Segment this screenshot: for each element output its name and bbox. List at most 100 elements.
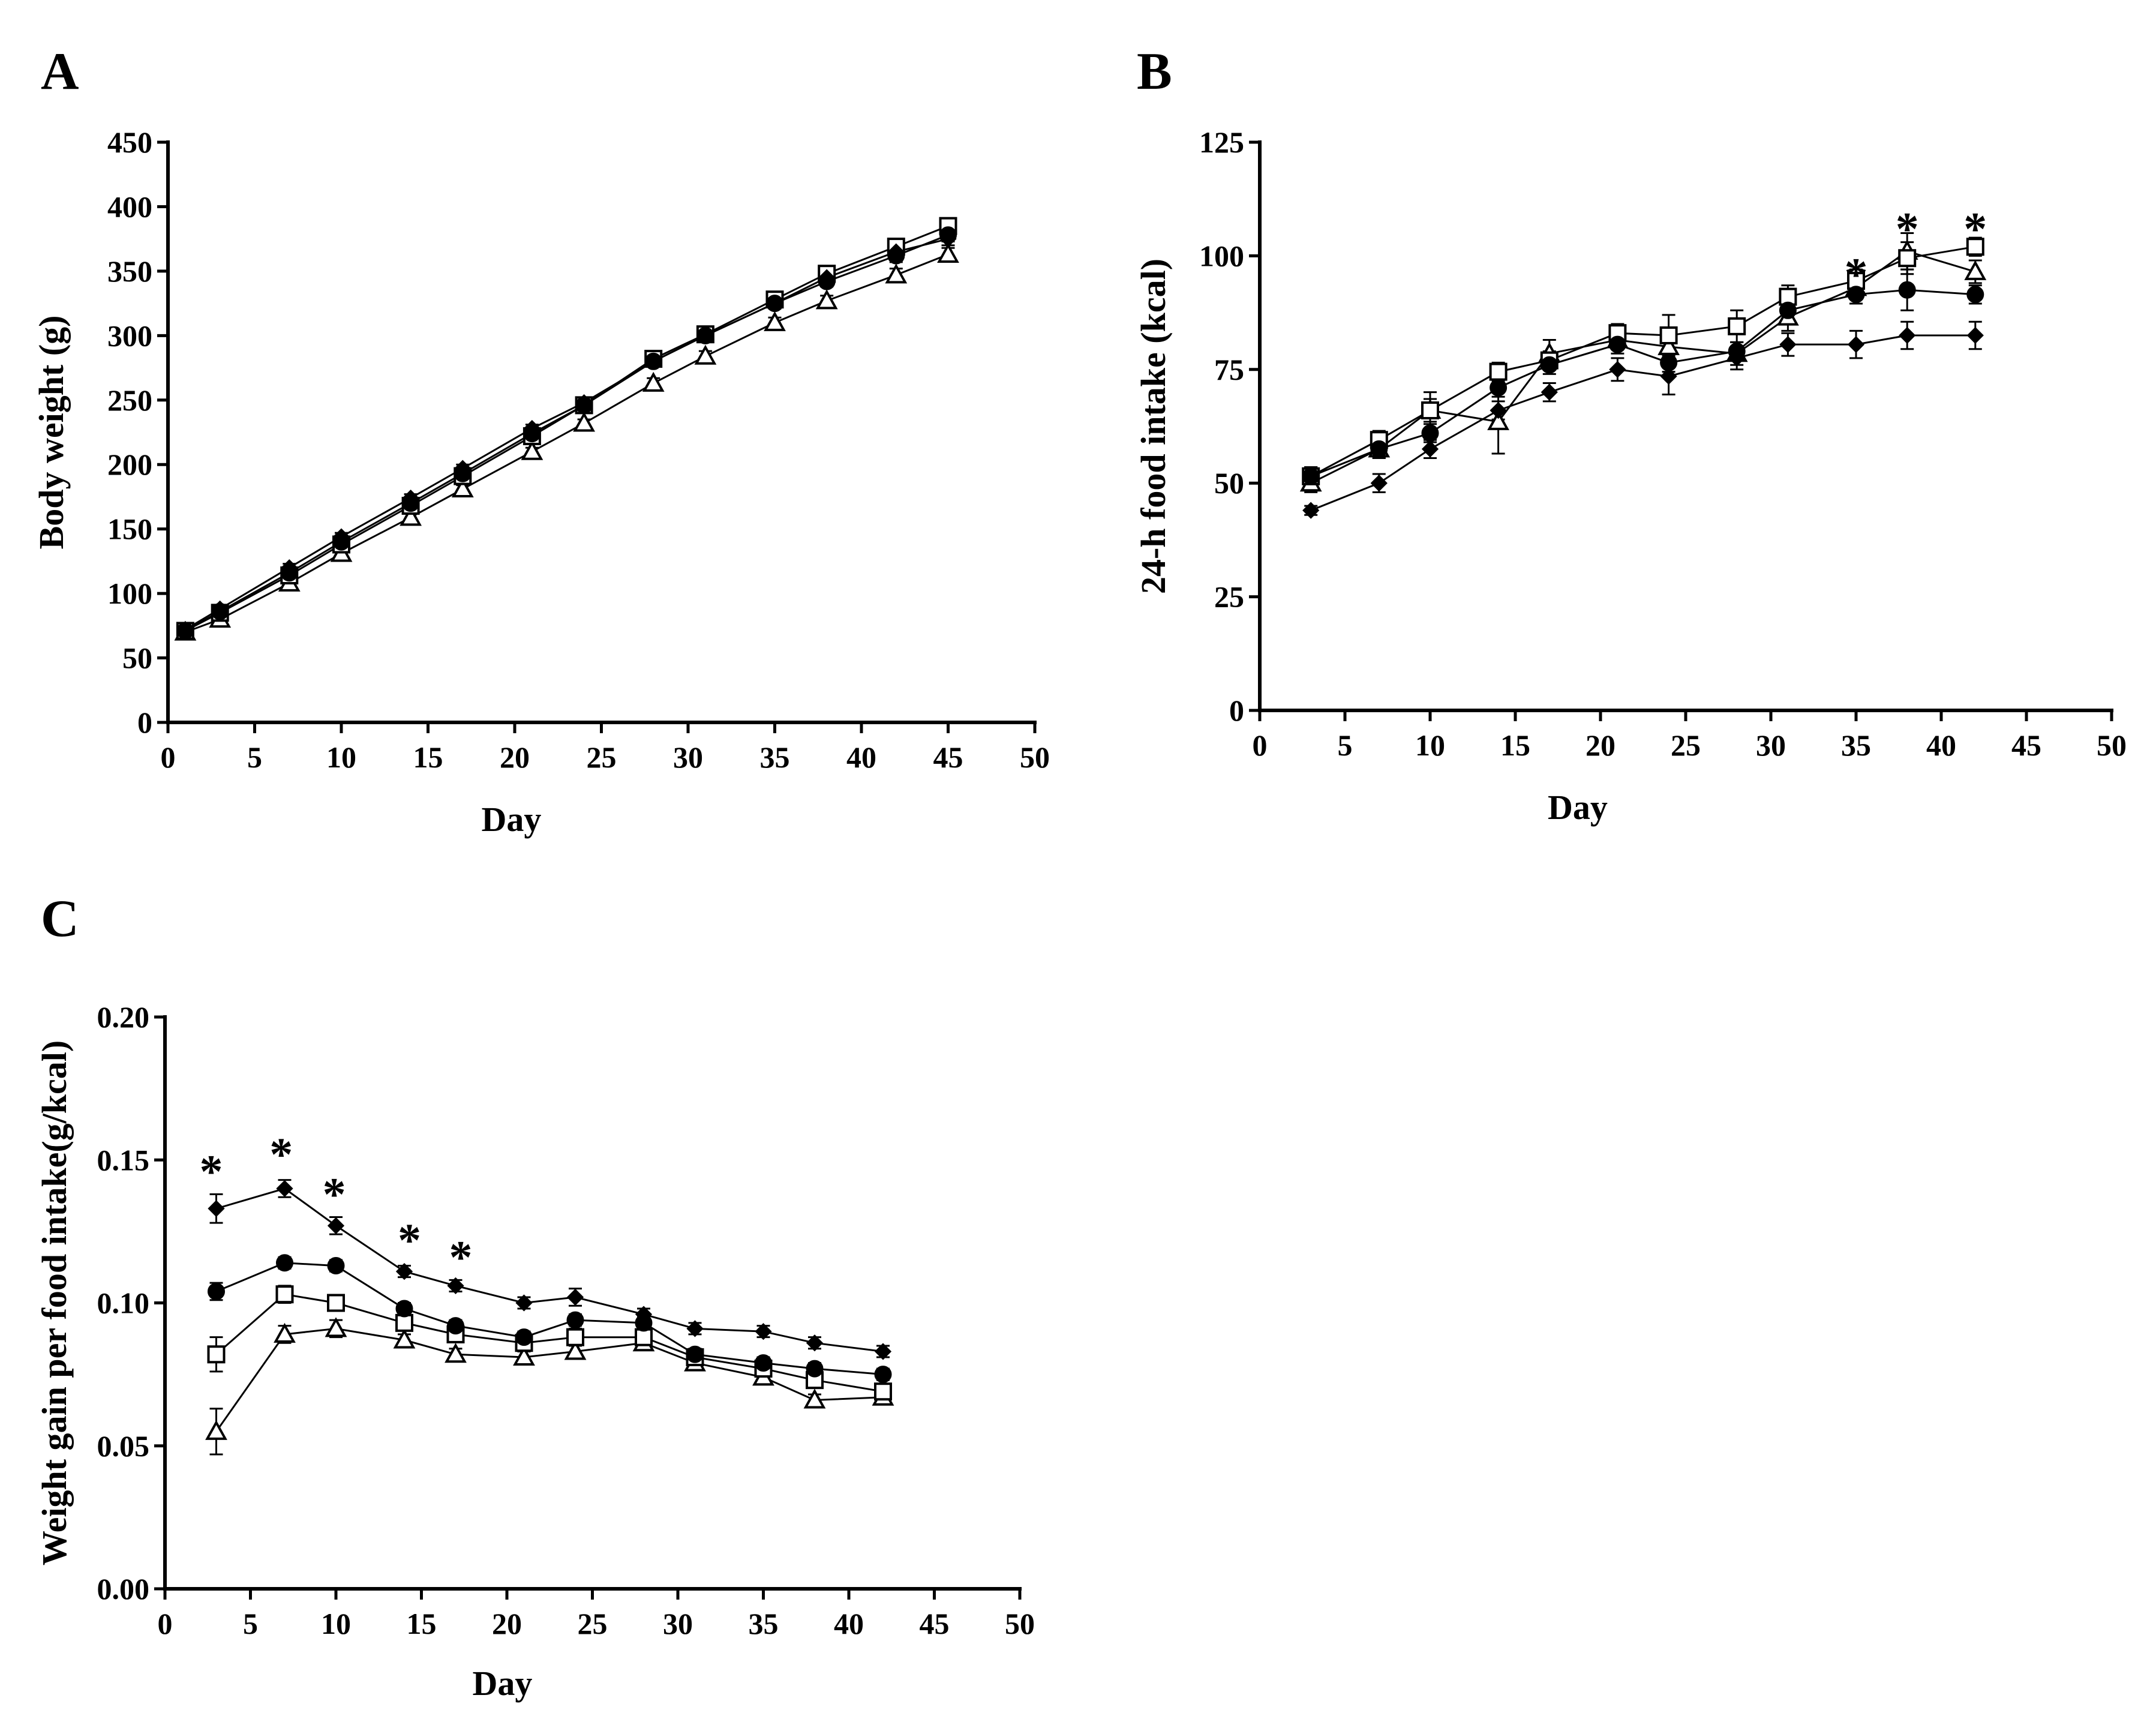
panel-C-square-point-0	[207, 1345, 226, 1364]
panel-A-diamond-point-11	[818, 269, 836, 286]
panel-B-circle-point-0	[1302, 467, 1320, 485]
panel-C-circle-point-8	[686, 1345, 704, 1363]
panel-A-letter: A	[41, 43, 79, 101]
panel-B-square-point-11	[1966, 238, 1984, 256]
panel-C-y-axis-title: Weight gain per food intake(g/kcal)	[35, 1040, 74, 1565]
panel-A-y-tick-label: 350	[107, 254, 152, 288]
panel-C-y-tick-label: 0.10	[97, 1286, 150, 1320]
panel-A-y-tick-label: 300	[107, 319, 152, 352]
panel-B-y-tick-label: 125	[1199, 125, 1244, 159]
panel-B-diamond-point-1	[1370, 475, 1388, 492]
panel-B-x-tick-label: 45	[2011, 728, 2041, 762]
panel-A-x-tick-label: 40	[846, 740, 876, 774]
panel-C-diamond-point-6	[566, 1288, 584, 1306]
panel-C-circle-point-1	[276, 1254, 293, 1272]
panel-A-x-tick-label: 45	[933, 740, 963, 774]
panel-B-circle-point-10	[1898, 281, 1916, 299]
panel-C-square-point-6	[566, 1328, 584, 1346]
panel-B-circle-point-11	[1966, 286, 1984, 304]
panel-B-diamond-point-6	[1660, 368, 1677, 385]
panel-C-diamond-point-2	[327, 1217, 345, 1234]
panel-B-diamond-point-7	[1728, 349, 1746, 367]
panel-C-y-tick-label: 0.05	[97, 1429, 150, 1463]
panel-A-y-tick-label: 50	[122, 641, 152, 675]
panel-A-triangle-point-8	[642, 371, 665, 392]
panel-A-diamond-point-4	[402, 489, 419, 507]
panel-C-diamond-point-5	[515, 1294, 533, 1312]
panel-A-x-axis-title: Day	[482, 800, 542, 839]
panel-B-triangle-point-3	[1487, 410, 1509, 430]
panel-C-triangle-point-4	[445, 1343, 467, 1363]
panel-A-y-tick-label: 250	[107, 383, 152, 417]
panel-A-diamond-point-12	[887, 243, 905, 260]
panel-A-x-tick-label: 35	[760, 740, 790, 774]
panel-B-circle-point-5	[1608, 335, 1626, 353]
panel-C-square-point-2	[327, 1294, 345, 1312]
panel-C-diamond-line	[216, 1187, 884, 1352]
panel-A-diamond-point-8	[645, 353, 662, 370]
panel-A-y-tick-label: 400	[107, 190, 152, 223]
panel-B: B 0 25 50 75 100 125 0 5 10 15 20 25 30 35 40 45 50 Day 24-…	[1134, 43, 2127, 827]
panel-C-diamond-markers	[208, 1180, 892, 1360]
panel-B-diamond-point-9	[1847, 336, 1865, 353]
panel-C-square-point-7	[635, 1328, 653, 1346]
panel-A-x-tick-label: 15	[413, 740, 443, 774]
panel-C-circle-point-3	[395, 1300, 413, 1318]
panel-C-circle-point-9	[755, 1354, 772, 1372]
panel-A-diamond-point-1	[211, 600, 229, 618]
panel-B-square-point-3	[1489, 362, 1508, 381]
panel-A-y-tick-label: 100	[107, 577, 152, 610]
panel-C-significance-star-1: *	[269, 1128, 293, 1180]
panel-B-triangle-point-11	[1964, 260, 1987, 280]
panel-C-letter: C	[41, 890, 79, 948]
panel-B-y-tick-label: 0	[1229, 694, 1244, 727]
panel-A-diamond-point-0	[176, 621, 194, 638]
panel-B-x-tick-label: 0	[1253, 728, 1268, 762]
panel-B-x-axis-title: Day	[1548, 788, 1608, 827]
panel-C-y-tick-label: 0.00	[97, 1572, 150, 1606]
panel-C-triangle-point-2	[325, 1317, 347, 1337]
panel-B-diamond-point-0	[1302, 502, 1320, 519]
panel-C-diamond-point-9	[755, 1323, 772, 1340]
panel-A-triangle-point-12	[885, 263, 908, 284]
panel-B-diamond-line	[1310, 334, 1975, 512]
panel-A-triangle-point-7	[573, 412, 595, 432]
panel-C-x-tick-label: 20	[492, 1607, 522, 1640]
panel-C-x-tick-label: 10	[321, 1607, 351, 1640]
panel-C-x-tick-label: 40	[834, 1607, 864, 1640]
panel-C-triangle-point-1	[274, 1322, 296, 1343]
panel-C-significance-star-3: *	[398, 1214, 421, 1266]
panel-B-x-tick-label: 40	[1926, 728, 1956, 762]
panel-A-diamond-point-3	[332, 528, 350, 545]
panel-C-x-tick-label: 25	[578, 1607, 608, 1640]
panel-B-x-tick-label: 25	[1671, 728, 1701, 762]
panel-B-circle-point-4	[1541, 356, 1559, 374]
panel-C-x-tick-label: 0	[158, 1607, 173, 1640]
panel-C-circle-point-4	[447, 1317, 464, 1335]
panel-B-diamond-point-8	[1779, 336, 1797, 353]
panel-B-triangle-point-6	[1657, 335, 1680, 355]
panel-C-triangle-line	[215, 1327, 884, 1432]
panel-A-triangle-point-13	[937, 242, 959, 263]
panel-B-diamond-point-2	[1421, 440, 1439, 458]
panel-C-y-tick-label: 0.20	[97, 1000, 150, 1034]
panel-B-y-tick-label: 100	[1199, 239, 1244, 272]
panel-B-x-tick-label: 50	[2097, 728, 2127, 762]
panel-C-x-axis-title: Day	[473, 1664, 533, 1703]
panel-A-x-tick-label: 10	[326, 740, 356, 774]
panel-C-circle-markers	[208, 1254, 892, 1384]
panel-C-square-point-3	[395, 1313, 413, 1332]
panel-B-y-tick-label: 75	[1214, 353, 1244, 386]
panel-B-square-point-10	[1898, 249, 1917, 268]
panel-C-circle-point-0	[208, 1282, 225, 1300]
panel-C-square-point-11	[874, 1382, 892, 1401]
panel-A-x-tick-label: 50	[1020, 740, 1050, 774]
panel-B-diamond-markers	[1302, 326, 1984, 519]
panel-B-x-tick-label: 5	[1338, 728, 1353, 762]
panel-B-y-tick-label: 25	[1214, 580, 1244, 614]
panel-B-circle-point-8	[1779, 301, 1797, 319]
panel-C-triangle-point-0	[205, 1420, 227, 1440]
